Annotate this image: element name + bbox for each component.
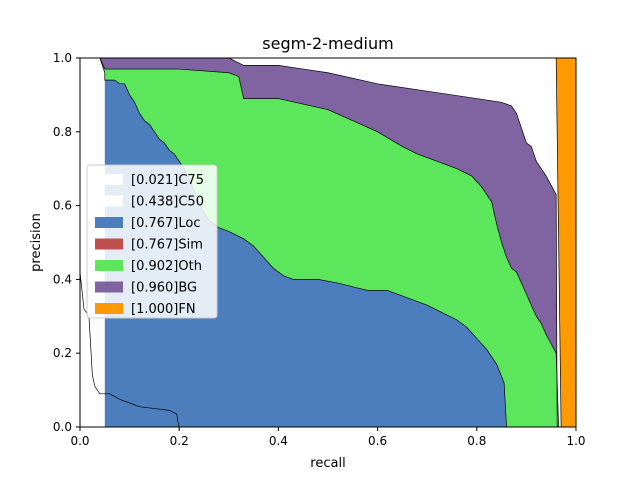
legend-swatch [95, 281, 123, 293]
y-tick-label: 1.0 [53, 51, 72, 65]
legend-label: [0.021]C75 [131, 173, 204, 188]
y-axis-label: precision [29, 213, 44, 272]
line-oth [99, 57, 559, 428]
x-tick-label: 0.6 [368, 434, 387, 448]
y-axis: 0.0 0.2 0.4 0.6 0.8 1.0 [53, 51, 80, 434]
y-tick-label: 0.0 [53, 420, 72, 434]
series-lines [79, 57, 562, 428]
legend-label: [0.767]Loc [131, 216, 200, 231]
area-loc [80, 58, 507, 427]
legend-swatch [95, 260, 123, 271]
area-fn [556, 58, 576, 427]
line-bg [104, 57, 558, 428]
x-axis-label: recall [310, 456, 345, 471]
line-loc [99, 57, 507, 428]
x-tick-label: 0.8 [467, 434, 486, 448]
y-tick-label: 0.2 [53, 346, 72, 360]
legend-label: [0.767]Sim [131, 238, 203, 253]
legend-swatch [95, 195, 123, 207]
legend-swatch [95, 238, 123, 250]
x-tick-label: 0.2 [170, 434, 189, 448]
y-tick-label: 0.8 [53, 125, 72, 139]
line-c50-c75 [79, 271, 180, 428]
plot-frame [79, 57, 577, 428]
area-layers [80, 58, 576, 427]
x-tick-label: 0.4 [269, 434, 288, 448]
line-fn [555, 57, 562, 428]
legend-swatch [95, 303, 123, 314]
legend-label: [0.902]Oth [131, 259, 202, 274]
x-tick-label: 1.0 [566, 434, 585, 448]
chart-title: segm-2-medium [262, 34, 393, 53]
legend-label: [1.000]FN [131, 302, 196, 317]
legend-swatch [95, 174, 123, 185]
x-tick-label: 0.0 [70, 434, 89, 448]
x-axis: 0.0 0.2 0.4 0.6 0.8 1.0 [70, 427, 586, 448]
y-tick-label: 0.6 [53, 199, 72, 213]
legend-label: [0.960]BG [131, 281, 197, 296]
legend-label: [0.438]C50 [131, 195, 204, 210]
legend: [0.021]C75 [0.438]C50 [0.767]Loc [0.767]Sim… [86, 164, 218, 319]
legend-swatch [95, 217, 123, 228]
y-tick-label: 0.4 [53, 272, 72, 286]
